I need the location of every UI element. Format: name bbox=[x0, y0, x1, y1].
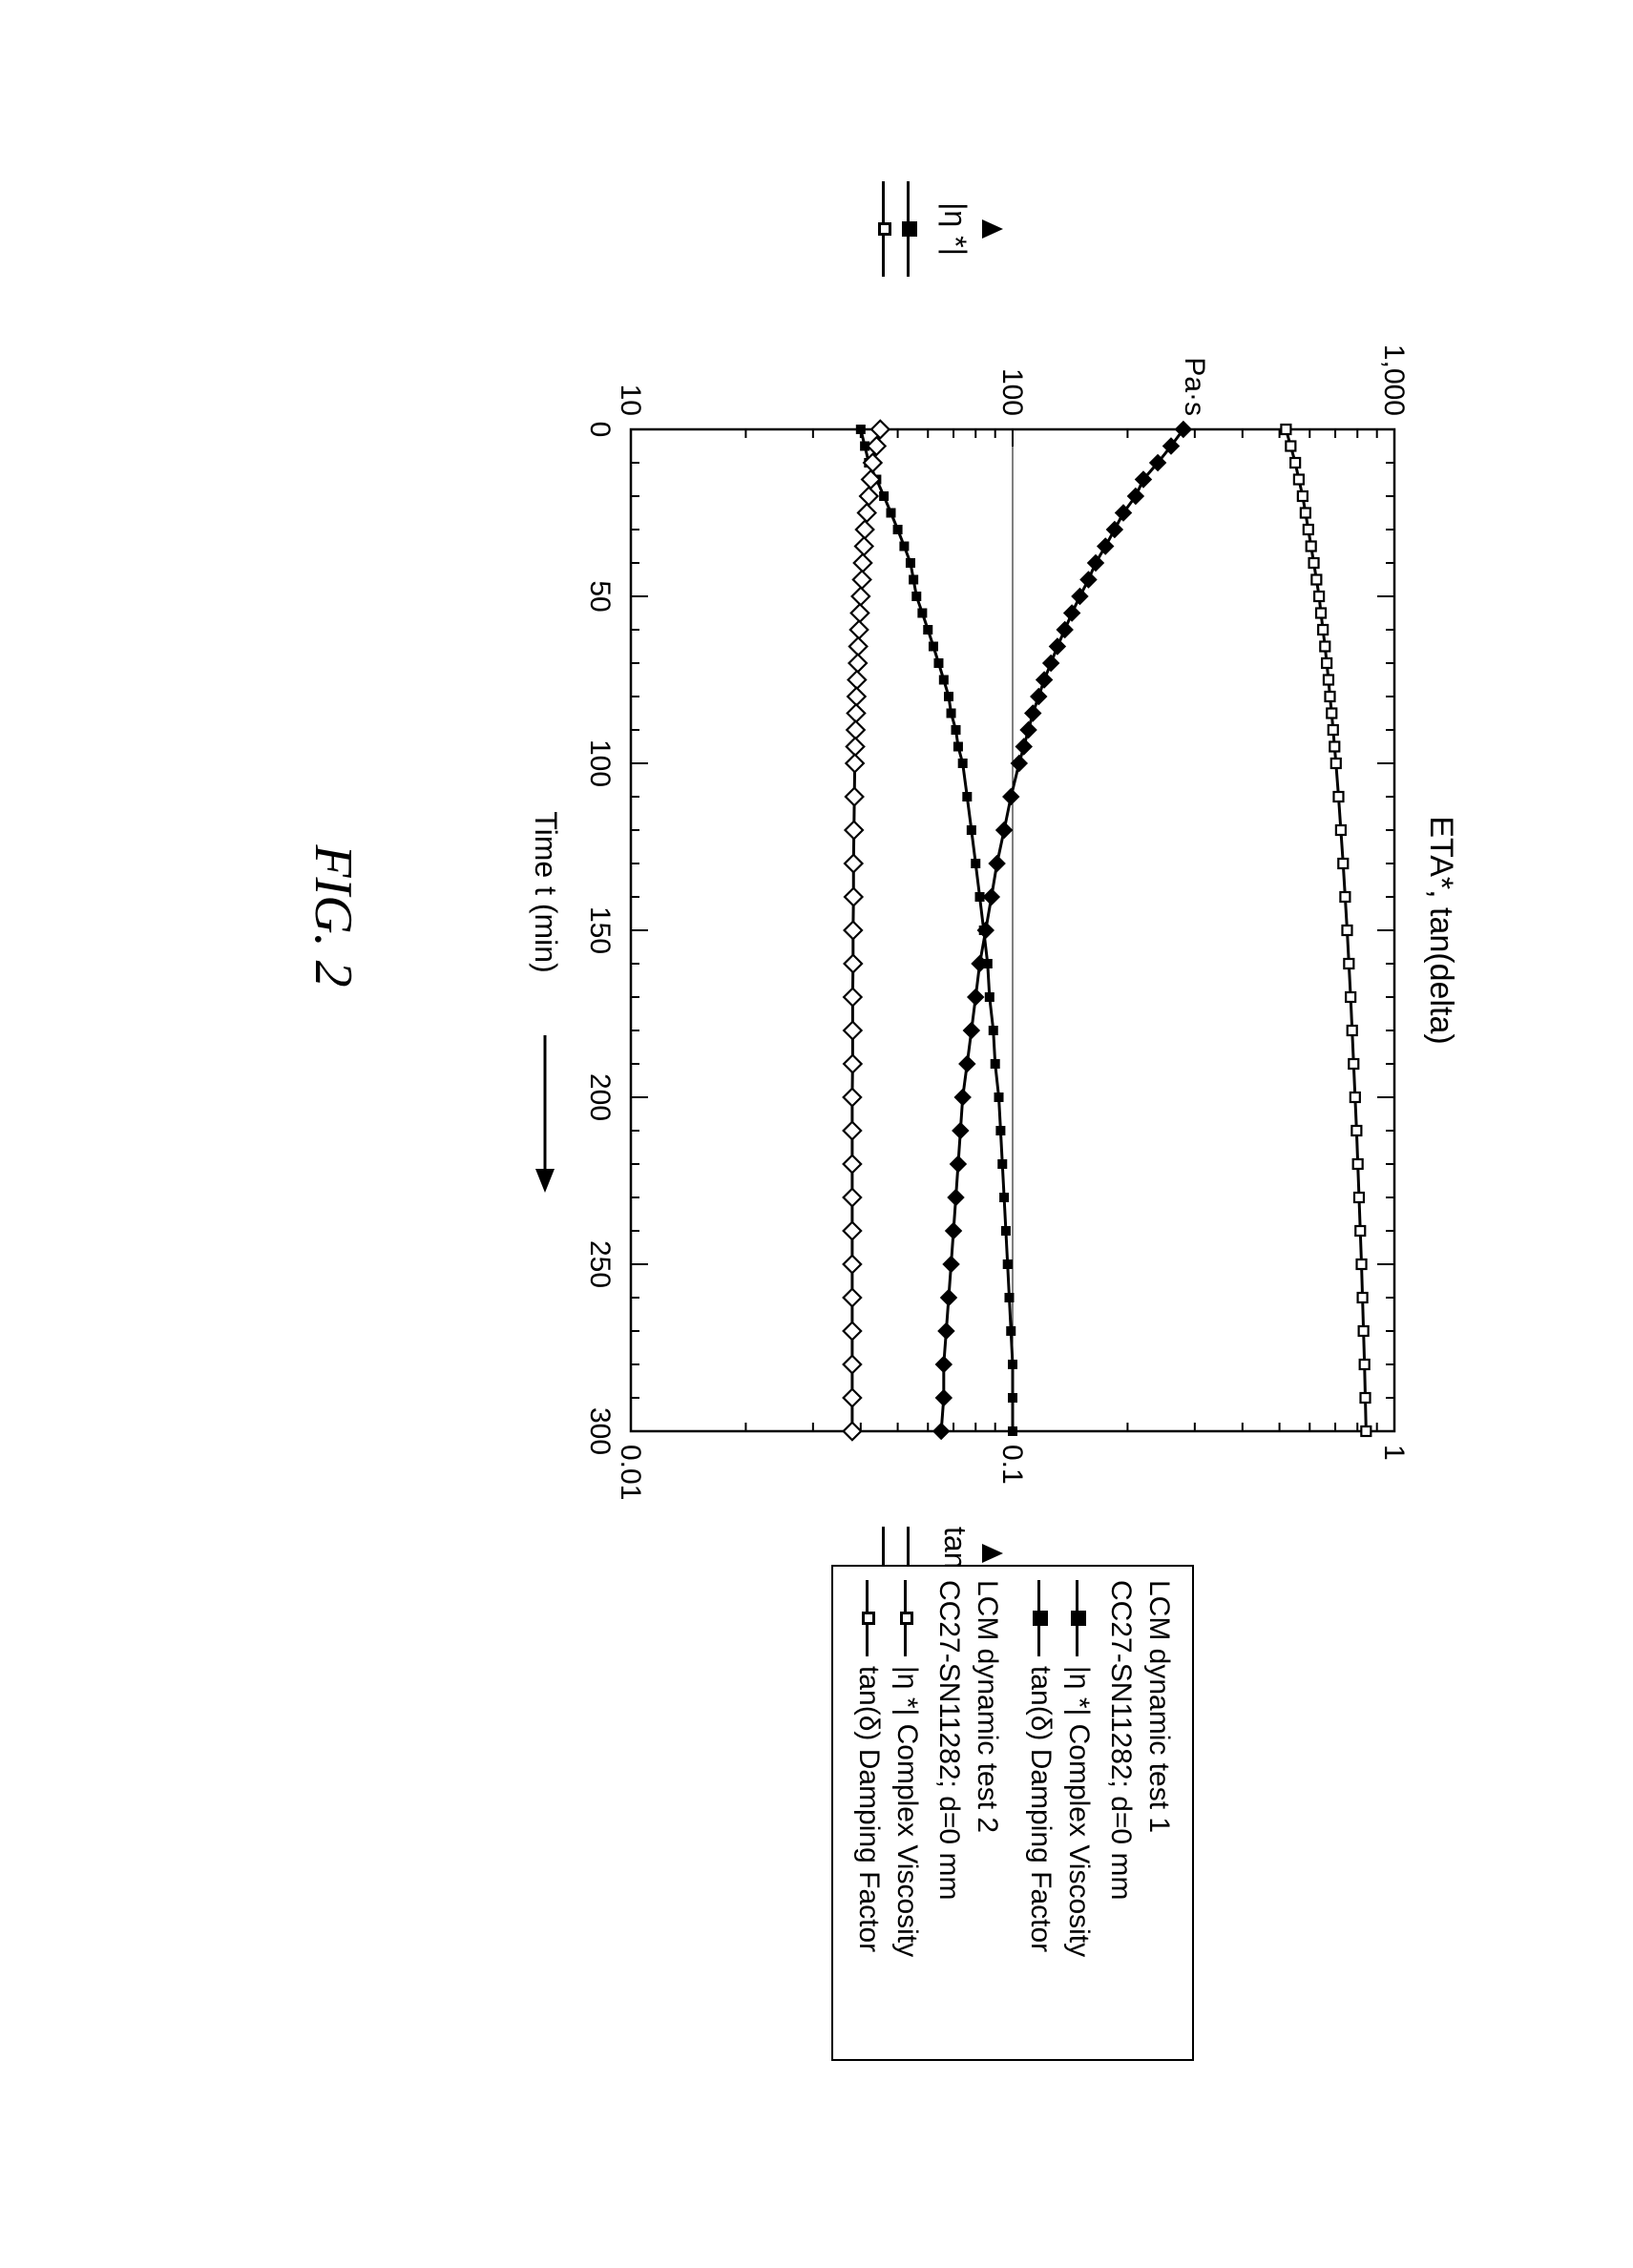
legend-swatch bbox=[854, 1580, 883, 1656]
svg-text:250: 250 bbox=[584, 1240, 616, 1288]
svg-text:0: 0 bbox=[584, 422, 616, 438]
legend-swatch bbox=[1026, 1580, 1055, 1656]
svg-text:ETA*, tan(delta): ETA*, tan(delta) bbox=[1423, 816, 1459, 1044]
diamond-filled-icon bbox=[1033, 1611, 1048, 1626]
chart-svg: ETA*, tan(delta)101001,000Pa·s0.010.1105… bbox=[488, 315, 1461, 1517]
legend-row: tan(δ) Damping Factor bbox=[852, 1580, 885, 2046]
svg-text:300: 300 bbox=[584, 1407, 616, 1455]
legend-group-title: LCM dynamic test 1 bbox=[1142, 1580, 1175, 2046]
svg-text:200: 200 bbox=[584, 1073, 616, 1121]
arrow-up-icon bbox=[982, 219, 1003, 239]
legend-box: LCM dynamic test 1CC27-SN11282; d=0 mm|η… bbox=[831, 1565, 1194, 2061]
legend-group-subtitle: CC27-SN11282; d=0 mm bbox=[1104, 1580, 1137, 2046]
left-axis-indicator: |η *| bbox=[872, 153, 1003, 305]
legend-row-label: tan(δ) Damping Factor bbox=[1024, 1666, 1057, 1952]
svg-text:100: 100 bbox=[584, 739, 616, 787]
legend-row-label: |η *| Complex Viscosity bbox=[1062, 1666, 1095, 1957]
legend-group-title: LCM dynamic test 2 bbox=[971, 1580, 1003, 2046]
svg-text:1,000: 1,000 bbox=[1378, 344, 1410, 416]
diamond-open-icon bbox=[862, 1612, 875, 1625]
svg-text:100: 100 bbox=[996, 368, 1028, 416]
svg-text:10: 10 bbox=[615, 385, 646, 416]
legend-row-label: tan(δ) Damping Factor bbox=[852, 1666, 885, 1952]
square-filled-icon bbox=[1071, 1611, 1086, 1626]
legend-row: |η *| Complex Viscosity bbox=[1062, 1580, 1095, 2046]
legend-row-label: |η *| Complex Viscosity bbox=[890, 1666, 923, 1957]
svg-text:0.01: 0.01 bbox=[615, 1445, 646, 1500]
arrow-up-icon bbox=[982, 1544, 1003, 1563]
svg-text:0.1: 0.1 bbox=[996, 1445, 1028, 1485]
svg-text:Pa·s: Pa·s bbox=[1179, 357, 1210, 416]
svg-text:Time t (min): Time t (min) bbox=[529, 811, 563, 972]
svg-text:150: 150 bbox=[584, 906, 616, 954]
legend-swatch bbox=[1064, 1580, 1093, 1656]
left-axis-swatches bbox=[872, 153, 922, 305]
legend-group: LCM dynamic test 2CC27-SN11282; d=0 mm |η… bbox=[852, 1580, 1003, 2046]
square-open-icon bbox=[878, 222, 891, 236]
figure-caption: FIG. 2 bbox=[303, 315, 364, 1517]
left-axis-label-outer: |η *| bbox=[937, 153, 973, 305]
legend-group: LCM dynamic test 1CC27-SN11282; d=0 mm |η… bbox=[1024, 1580, 1175, 2046]
square-filled-icon bbox=[902, 221, 917, 237]
legend-group-subtitle: CC27-SN11282; d=0 mm bbox=[932, 1580, 965, 2046]
chart-container: ETA*, tan(delta)101001,000Pa·s0.010.1105… bbox=[488, 315, 1461, 1517]
legend-row: |η *| Complex Viscosity bbox=[890, 1580, 923, 2046]
legend-swatch bbox=[892, 1580, 921, 1656]
svg-text:1: 1 bbox=[1378, 1445, 1410, 1461]
svg-text:50: 50 bbox=[584, 580, 616, 612]
square-open-icon bbox=[900, 1612, 913, 1625]
legend-row: tan(δ) Damping Factor bbox=[1024, 1580, 1057, 2046]
